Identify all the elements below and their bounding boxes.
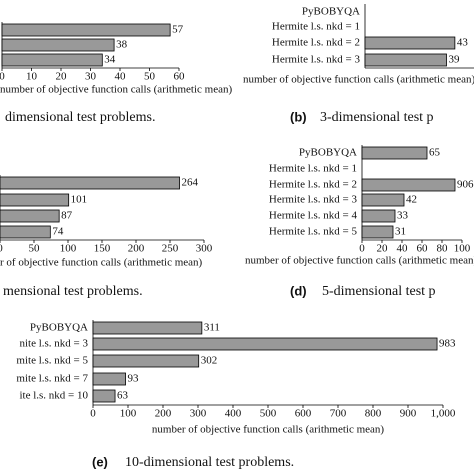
x-tick-label: 60 [417, 243, 429, 255]
bar [0, 176, 180, 190]
x-tick-label: 50 [144, 71, 156, 83]
category-label: Hermite l.s. nkd = 1 [269, 163, 357, 175]
x-axis-label: number of objective function calls (arit… [243, 74, 474, 86]
category-label: mite l.s. nkd = 5 [16, 355, 88, 367]
subfigure-label: (d) [290, 283, 307, 298]
x-tick-label: 150 [94, 243, 111, 255]
category-label: ite l.s. nkd = 10 [19, 390, 88, 402]
bar [0, 209, 60, 223]
caption: 10-dimensional test problems. [125, 455, 294, 470]
value-label: 42 [406, 194, 417, 206]
value-label: 311 [204, 322, 220, 334]
value-label: 38 [116, 39, 128, 51]
bar [364, 53, 447, 67]
value-label: 74 [52, 226, 64, 238]
value-label: 33 [397, 210, 409, 222]
value-label: 302 [201, 355, 218, 367]
caption: 3-dimensional test p [320, 110, 434, 125]
value-label: 39 [449, 54, 461, 66]
x-tick-label: 100 [120, 408, 137, 420]
caption: mensional test problems. [3, 284, 143, 299]
value-label: 65 [429, 147, 441, 159]
x-tick-label: 80 [437, 243, 449, 255]
category-label: PyBOBYQA [299, 147, 357, 159]
value-label: 57 [172, 24, 184, 36]
bar [361, 209, 396, 223]
value-label: 31 [395, 226, 406, 238]
value-label: 43 [457, 37, 469, 49]
value-label: 87 [61, 210, 73, 222]
value-label: 101 [71, 194, 88, 206]
x-axis-label: number of objective function calls (arit… [152, 424, 384, 436]
x-tick-label: 500 [260, 408, 277, 420]
bar [364, 36, 456, 50]
category-label: PyBOBYQA [302, 6, 360, 18]
x-tick-label: 700 [330, 408, 347, 420]
subfigure-label: (b) [290, 109, 307, 124]
bar [1, 38, 115, 52]
bar [92, 337, 438, 351]
category-label: Hermite l.s. nkd = 1 [272, 21, 360, 33]
category-label: Hermite l.s. nkd = 2 [269, 179, 357, 191]
caption: dimensional test problems. [5, 110, 155, 125]
x-tick-label: 0 [0, 71, 5, 83]
value-label: 93 [128, 373, 140, 385]
x-tick-label: 60 [174, 71, 186, 83]
x-tick-label: 600 [295, 408, 312, 420]
bar [92, 354, 200, 368]
bar [0, 193, 70, 207]
x-tick-label: 1,000 [431, 408, 456, 420]
x-tick-label: 40 [115, 71, 127, 83]
bar [0, 225, 51, 239]
x-tick-label: 0 [359, 243, 365, 255]
x-tick-label: 40 [397, 243, 409, 255]
x-tick-label: 20 [377, 243, 389, 255]
value-label: 63 [117, 390, 129, 402]
bar [92, 389, 116, 403]
bar [92, 372, 126, 386]
category-label: PyBOBYQA [30, 322, 88, 334]
category-label: mite l.s. nkd = 7 [16, 373, 88, 385]
bar [361, 146, 428, 160]
x-tick-label: 10 [26, 71, 38, 83]
x-tick-label: 800 [365, 408, 382, 420]
x-axis-label: r of objective function calls (arithmeti… [0, 257, 203, 269]
value-label: 983 [439, 338, 456, 350]
bar [92, 321, 203, 335]
bar [1, 53, 103, 67]
value-label: 264 [182, 177, 199, 189]
x-tick-label: 250 [162, 243, 179, 255]
category-label: Hermite l.s. nkd = 5 [269, 226, 358, 238]
caption: 5-dimensional test p [322, 284, 436, 299]
category-label: Hermite l.s. nkd = 2 [272, 37, 360, 49]
x-axis-label: number of objective function calls (arit… [245, 255, 474, 267]
bar [1, 23, 171, 37]
x-tick-label: 0 [90, 408, 96, 420]
value-label: 906 [457, 179, 474, 191]
x-tick-label: 100 [454, 243, 471, 255]
subfigure-label: (e) [92, 454, 108, 469]
category-label: Hermite l.s. nkd = 4 [269, 210, 358, 222]
x-tick-label: 300 [196, 243, 213, 255]
bar [361, 225, 394, 239]
bar [361, 178, 456, 192]
x-tick-label: 200 [155, 408, 172, 420]
x-tick-label: 20 [56, 71, 68, 83]
x-tick-label: 200 [128, 243, 145, 255]
x-tick-label: 50 [29, 243, 41, 255]
bar [361, 193, 405, 207]
x-tick-label: 30 [85, 71, 97, 83]
x-axis-label: number of objective function calls (arit… [0, 84, 232, 96]
x-tick-label: 100 [60, 243, 77, 255]
x-tick-label: 900 [400, 408, 417, 420]
category-label: nite l.s. nkd = 3 [19, 338, 88, 350]
x-tick-label: 0 [0, 243, 3, 255]
value-label: 34 [104, 54, 116, 66]
category-label: Hermite l.s. nkd = 3 [272, 54, 361, 66]
category-label: Hermite l.s. nkd = 3 [269, 194, 358, 206]
x-tick-label: 300 [190, 408, 207, 420]
x-tick-label: 400 [225, 408, 242, 420]
